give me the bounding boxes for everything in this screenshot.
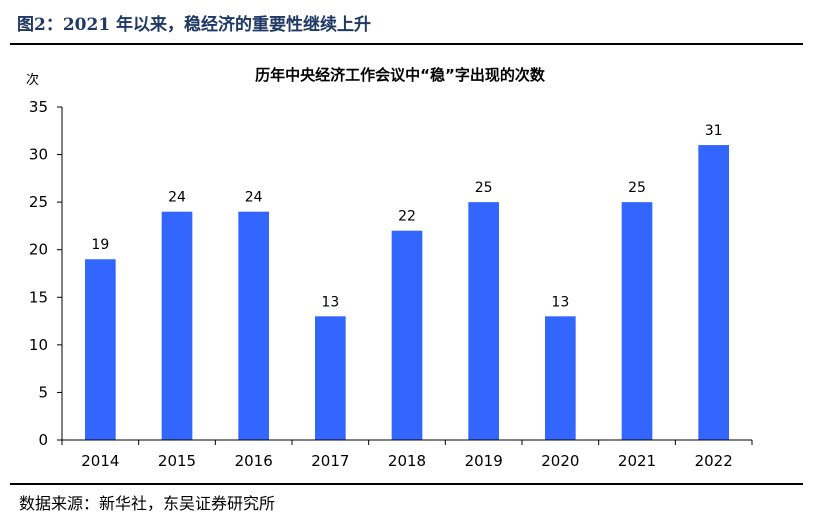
data-label-2020: 13 [551, 294, 569, 310]
data-label-2022: 31 [705, 123, 723, 139]
data-label-2017: 13 [321, 294, 339, 310]
data-label-2014: 19 [91, 237, 109, 253]
bar-2020 [545, 316, 576, 440]
y-tick-label: 25 [29, 193, 48, 211]
y-tick-label: 10 [29, 336, 48, 354]
figure-title: 图2：2021 年以来，稳经济的重要性继续上升 [17, 15, 372, 35]
data-label-2021: 25 [628, 180, 646, 196]
x-tick-label-2020: 2020 [541, 452, 579, 470]
top-rule [10, 43, 803, 45]
bar-2018 [391, 230, 423, 440]
bottom-rule [10, 483, 803, 485]
x-axis: 2014 2015 2016 2017 2018 2019 2020 2021 2022 [61, 439, 753, 470]
bar-2016 [238, 211, 269, 440]
x-tick-label-2018: 2018 [388, 452, 426, 470]
bar-2014 [85, 259, 116, 440]
x-tick-label-2021: 2021 [618, 452, 656, 470]
chart-title: 历年中央经济工作会议中“稳”字出现的次数 [255, 66, 546, 84]
data-label-2015: 24 [168, 190, 186, 206]
data-label-2018: 22 [398, 209, 416, 225]
x-tick-label-2022: 2022 [695, 452, 733, 470]
data-label-2016: 24 [245, 190, 263, 206]
x-tick-label-2016: 2016 [235, 452, 273, 470]
y-tick-label: 0 [38, 431, 48, 449]
y-axis-unit: 次 [26, 72, 39, 88]
y-tick-label: 5 [38, 383, 48, 401]
source-note: 数据来源：新华社，东吴证券研究所 [19, 494, 276, 513]
bars: 19 24 24 13 22 25 13 25 31 [85, 123, 729, 441]
x-tick-label-2015: 2015 [158, 452, 196, 470]
y-axis: 0 5 10 15 20 25 30 35 [29, 98, 63, 449]
bar-2019 [468, 202, 499, 440]
x-tick-label-2017: 2017 [311, 452, 349, 470]
bar-2021 [621, 202, 653, 440]
x-tick-label-2014: 2014 [81, 452, 119, 470]
bar-2015 [161, 211, 193, 440]
bar-2022 [698, 145, 729, 441]
data-label-2019: 25 [475, 180, 493, 196]
x-tick-label-2019: 2019 [465, 452, 503, 470]
y-tick-label: 30 [29, 146, 48, 164]
y-tick-label: 20 [29, 241, 48, 259]
bar-2017 [315, 316, 346, 440]
y-tick-label: 15 [29, 288, 48, 306]
y-tick-label: 35 [29, 98, 48, 116]
